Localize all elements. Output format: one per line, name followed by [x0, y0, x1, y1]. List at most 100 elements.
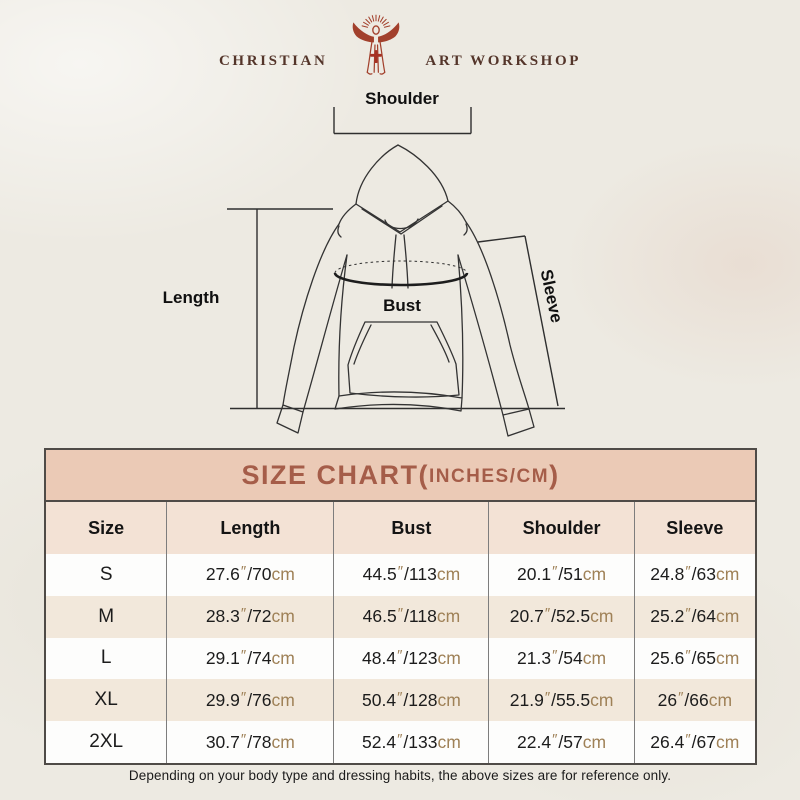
size-cell: M — [46, 595, 168, 638]
inch-mark: ″ — [240, 605, 247, 623]
cm-value: 57 — [563, 731, 583, 752]
shoulder-cell: 21.3 ″/54 cm — [489, 637, 635, 680]
separator: / — [403, 647, 409, 668]
inches-value: 50.4 — [362, 689, 397, 710]
right-arm-sleeve — [378, 22, 400, 43]
bust-cell: 52.4 ″/133 cm — [334, 721, 490, 763]
reference-note: Depending on your body type and dressing… — [128, 768, 672, 783]
cm-suffix: cm — [436, 564, 461, 585]
inch-mark: ″ — [685, 605, 691, 623]
left-sleeve-inner — [302, 254, 348, 413]
cm-suffix: cm — [716, 731, 740, 752]
table-body: S 27.6 ″/70 cm 44.5 ″/113 cm 20.1 ″/51 cm 24.8… — [46, 554, 755, 763]
separator: / — [404, 564, 409, 585]
column-header-shoulder: Shoulder — [489, 502, 635, 554]
jesus-figure-icon — [353, 14, 400, 75]
length-label: Length — [163, 288, 220, 307]
separator: / — [247, 647, 253, 668]
hood-left — [355, 144, 399, 205]
inch-mark: ″ — [678, 688, 684, 706]
cm-suffix: cm — [708, 689, 733, 710]
left-body-side — [338, 254, 348, 397]
bust-cell: 48.4 ″/123 cm — [334, 637, 490, 680]
length-cell: 27.6 ″/70 cm — [167, 554, 335, 596]
cm-suffix: cm — [271, 647, 295, 668]
table-row: S 27.6 ″/70 cm 44.5 ″/113 cm 20.1 ″/51 cm 24.8… — [46, 554, 755, 596]
left-sleeve-outer — [282, 223, 340, 406]
inch-mark: ″ — [240, 646, 247, 664]
size-chart-title: SIZE CHART(INCHES/CM) — [46, 450, 755, 502]
sleeve-cell: 26 ″/66 cm — [635, 679, 755, 721]
cm-value: 74 — [252, 647, 272, 668]
cm-suffix: cm — [716, 647, 740, 668]
hoodie-measurement-diagram: Shoulder Length Bust Sleeve — [163, 89, 566, 437]
length-cell: 28.3 ″/72 cm — [167, 595, 335, 638]
length-cell: 29.9 ″/76 cm — [167, 679, 335, 722]
inches-value: 29.1 — [205, 647, 240, 668]
inches-value: 20.1 — [517, 564, 552, 585]
cm-suffix: cm — [271, 689, 295, 710]
halo-rays — [362, 14, 391, 28]
inches-value: 29.9 — [205, 689, 240, 710]
brand-name-left: CHRISTIAN — [219, 53, 328, 69]
separator: / — [247, 564, 253, 585]
separator: / — [691, 731, 697, 752]
inches-value: 44.5 — [362, 564, 397, 585]
separator: / — [691, 647, 697, 668]
cm-value: 67 — [696, 731, 717, 752]
column-header-size: Size — [46, 502, 168, 554]
column-header-sleeve: Sleeve — [666, 517, 724, 538]
bust-line-solid — [333, 272, 469, 287]
separator: / — [558, 564, 564, 585]
table-row: L 29.1 ″/74 cm 48.4 ″/123 cm 21.3 ″/54 cm 25.6… — [46, 637, 755, 680]
separator: / — [684, 689, 690, 710]
bust-line-dashed — [334, 260, 468, 274]
shoulder-cell: 20.7 ″/52.5 cm — [489, 595, 635, 638]
shoulder-cell: 21.9 ″/55.5 cm — [489, 679, 635, 722]
hem-band — [334, 391, 463, 412]
bust-cell: 44.5 ″/113 cm — [334, 554, 490, 596]
inches-value: 27.6 — [205, 564, 240, 585]
inch-mark: ″ — [397, 646, 403, 664]
separator: / — [551, 689, 556, 710]
title-units: INCHES/CM — [428, 465, 550, 487]
cross-icon — [370, 50, 382, 63]
cm-value: 118 — [408, 606, 437, 627]
cm-value: 54 — [563, 647, 583, 668]
cm-suffix: cm — [582, 564, 607, 585]
shoulder-label: Shoulder — [365, 89, 439, 108]
cm-value: 66 — [689, 689, 709, 710]
cm-value: 76 — [252, 689, 272, 710]
cm-suffix: cm — [437, 731, 461, 752]
length-cell: 29.1 ″/74 cm — [167, 637, 335, 680]
inches-value: 21.9 — [509, 689, 544, 710]
inches-value: 24.8 — [650, 564, 685, 585]
inches-value: 28.3 — [205, 606, 240, 627]
inch-mark: ″ — [552, 730, 558, 748]
right-sleeve-outer — [465, 221, 530, 410]
cm-value: 52.5 — [556, 606, 591, 627]
inches-value: 21.3 — [517, 647, 552, 668]
size-cell: L — [46, 637, 168, 680]
pocket-openings — [353, 324, 450, 365]
cm-suffix: cm — [271, 564, 295, 585]
cm-suffix: cm — [437, 689, 461, 710]
measurement-lines — [227, 107, 565, 410]
inch-mark: ″ — [685, 730, 691, 748]
inch-mark: ″ — [397, 605, 404, 623]
inches-value: 48.4 — [362, 647, 397, 668]
shoulder-cell: 22.4 ″/57 cm — [489, 721, 635, 763]
cm-suffix: cm — [582, 647, 607, 668]
cm-value: 128 — [408, 689, 438, 710]
right-body-side — [457, 254, 464, 399]
cm-value: 70 — [252, 564, 272, 585]
cm-value: 63 — [696, 564, 717, 585]
inches-value: 22.4 — [517, 731, 552, 752]
size-cell: XL — [46, 679, 168, 722]
length-cell: 30.7 ″/78 cm — [167, 721, 335, 763]
shoulder-measure-line — [333, 107, 472, 135]
separator: / — [403, 731, 409, 752]
cm-value: 113 — [408, 564, 437, 585]
inches-value: 46.5 — [362, 606, 397, 627]
column-header-bust: Bust — [334, 502, 490, 554]
